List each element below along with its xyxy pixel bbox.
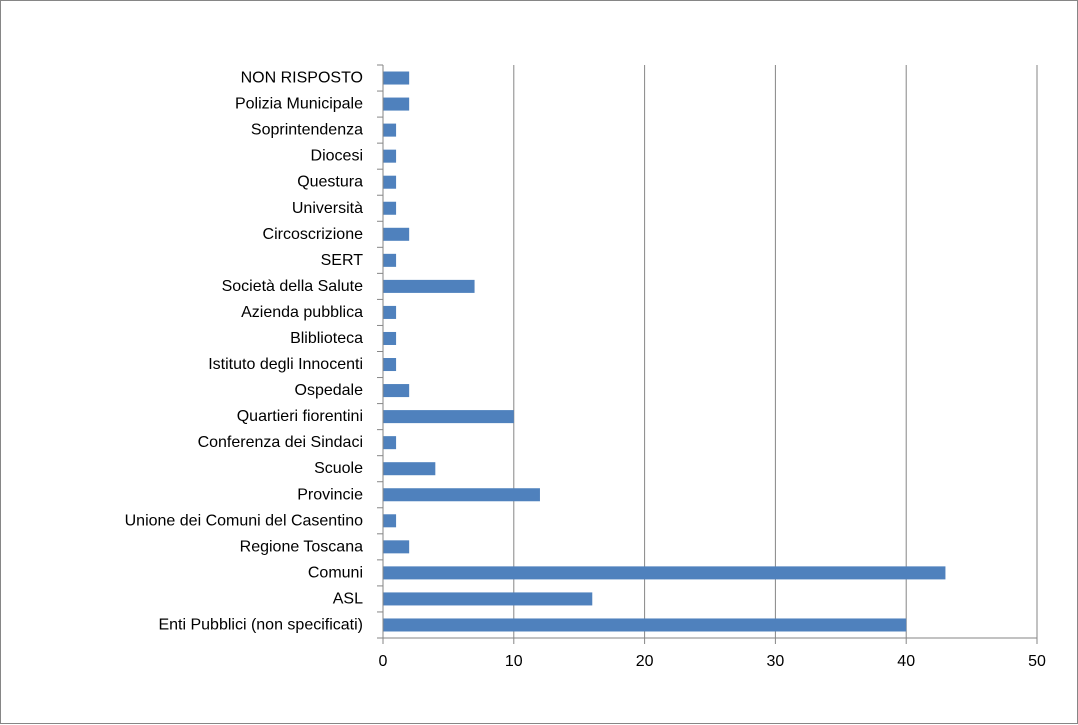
category-label: Regione Toscana: [240, 538, 363, 555]
bar-0: [383, 71, 410, 85]
bar-10: [383, 331, 397, 345]
category-label: Quartieri fiorentini: [237, 408, 363, 425]
bar-4: [383, 175, 397, 189]
bar-19: [383, 566, 946, 580]
bars: [383, 71, 946, 632]
gridlines: [513, 65, 1038, 638]
x-tick-label: 0: [379, 653, 388, 670]
x-tick-label: 40: [897, 653, 915, 670]
x-tick-label: 30: [767, 653, 785, 670]
bar-12: [383, 384, 410, 398]
category-label: Istituto degli Innocenti: [208, 356, 363, 373]
x-tick-label: 50: [1028, 653, 1046, 670]
bar-1: [383, 97, 410, 111]
bar-21: [383, 618, 907, 632]
bar-6: [383, 227, 410, 241]
bar-15: [383, 462, 436, 476]
category-label: Diocesi: [311, 148, 363, 165]
bar-2: [383, 123, 397, 137]
bar-9: [383, 305, 397, 319]
axes: [377, 64, 1038, 644]
category-label: Conferenza dei Sindaci: [198, 434, 363, 451]
category-labels: NON RISPOSTO Polizia Municipale Soprintend…: [125, 70, 364, 634]
category-label: Azienda pubblica: [241, 304, 363, 321]
category-label: Questura: [297, 174, 363, 191]
category-label: Bliblioteca: [290, 330, 363, 347]
category-label: Provincie: [297, 486, 363, 503]
bar-14: [383, 436, 397, 450]
x-tick-label: 20: [636, 653, 654, 670]
bar-17: [383, 514, 397, 528]
bar-11: [383, 358, 397, 372]
category-label: SERT: [321, 252, 364, 269]
bar-8: [383, 279, 475, 293]
category-label: ASL: [333, 590, 363, 607]
x-tick-labels: 0 10 20 30 40 50: [379, 653, 1046, 670]
category-label: Enti Pubblici (non specificati): [158, 616, 363, 633]
bar-16: [383, 488, 540, 502]
category-label: Ospedale: [295, 382, 364, 399]
bar-5: [383, 201, 397, 215]
category-label: Università: [292, 200, 363, 217]
bar-3: [383, 149, 397, 163]
category-label: Comuni: [308, 564, 363, 581]
bar-13: [383, 410, 514, 424]
x-tick-label: 10: [505, 653, 523, 670]
category-label: Unione dei Comuni del Casentino: [125, 512, 363, 529]
bar-20: [383, 592, 593, 606]
category-label: Polizia Municipale: [235, 96, 363, 113]
category-label: Soprintendenza: [251, 122, 363, 139]
category-label: Circoscrizione: [263, 226, 364, 243]
category-label: NON RISPOSTO: [241, 70, 363, 87]
category-label: Società della Salute: [222, 278, 364, 295]
bar-7: [383, 253, 397, 267]
category-label: Scuole: [314, 460, 363, 477]
bar-18: [383, 540, 410, 554]
